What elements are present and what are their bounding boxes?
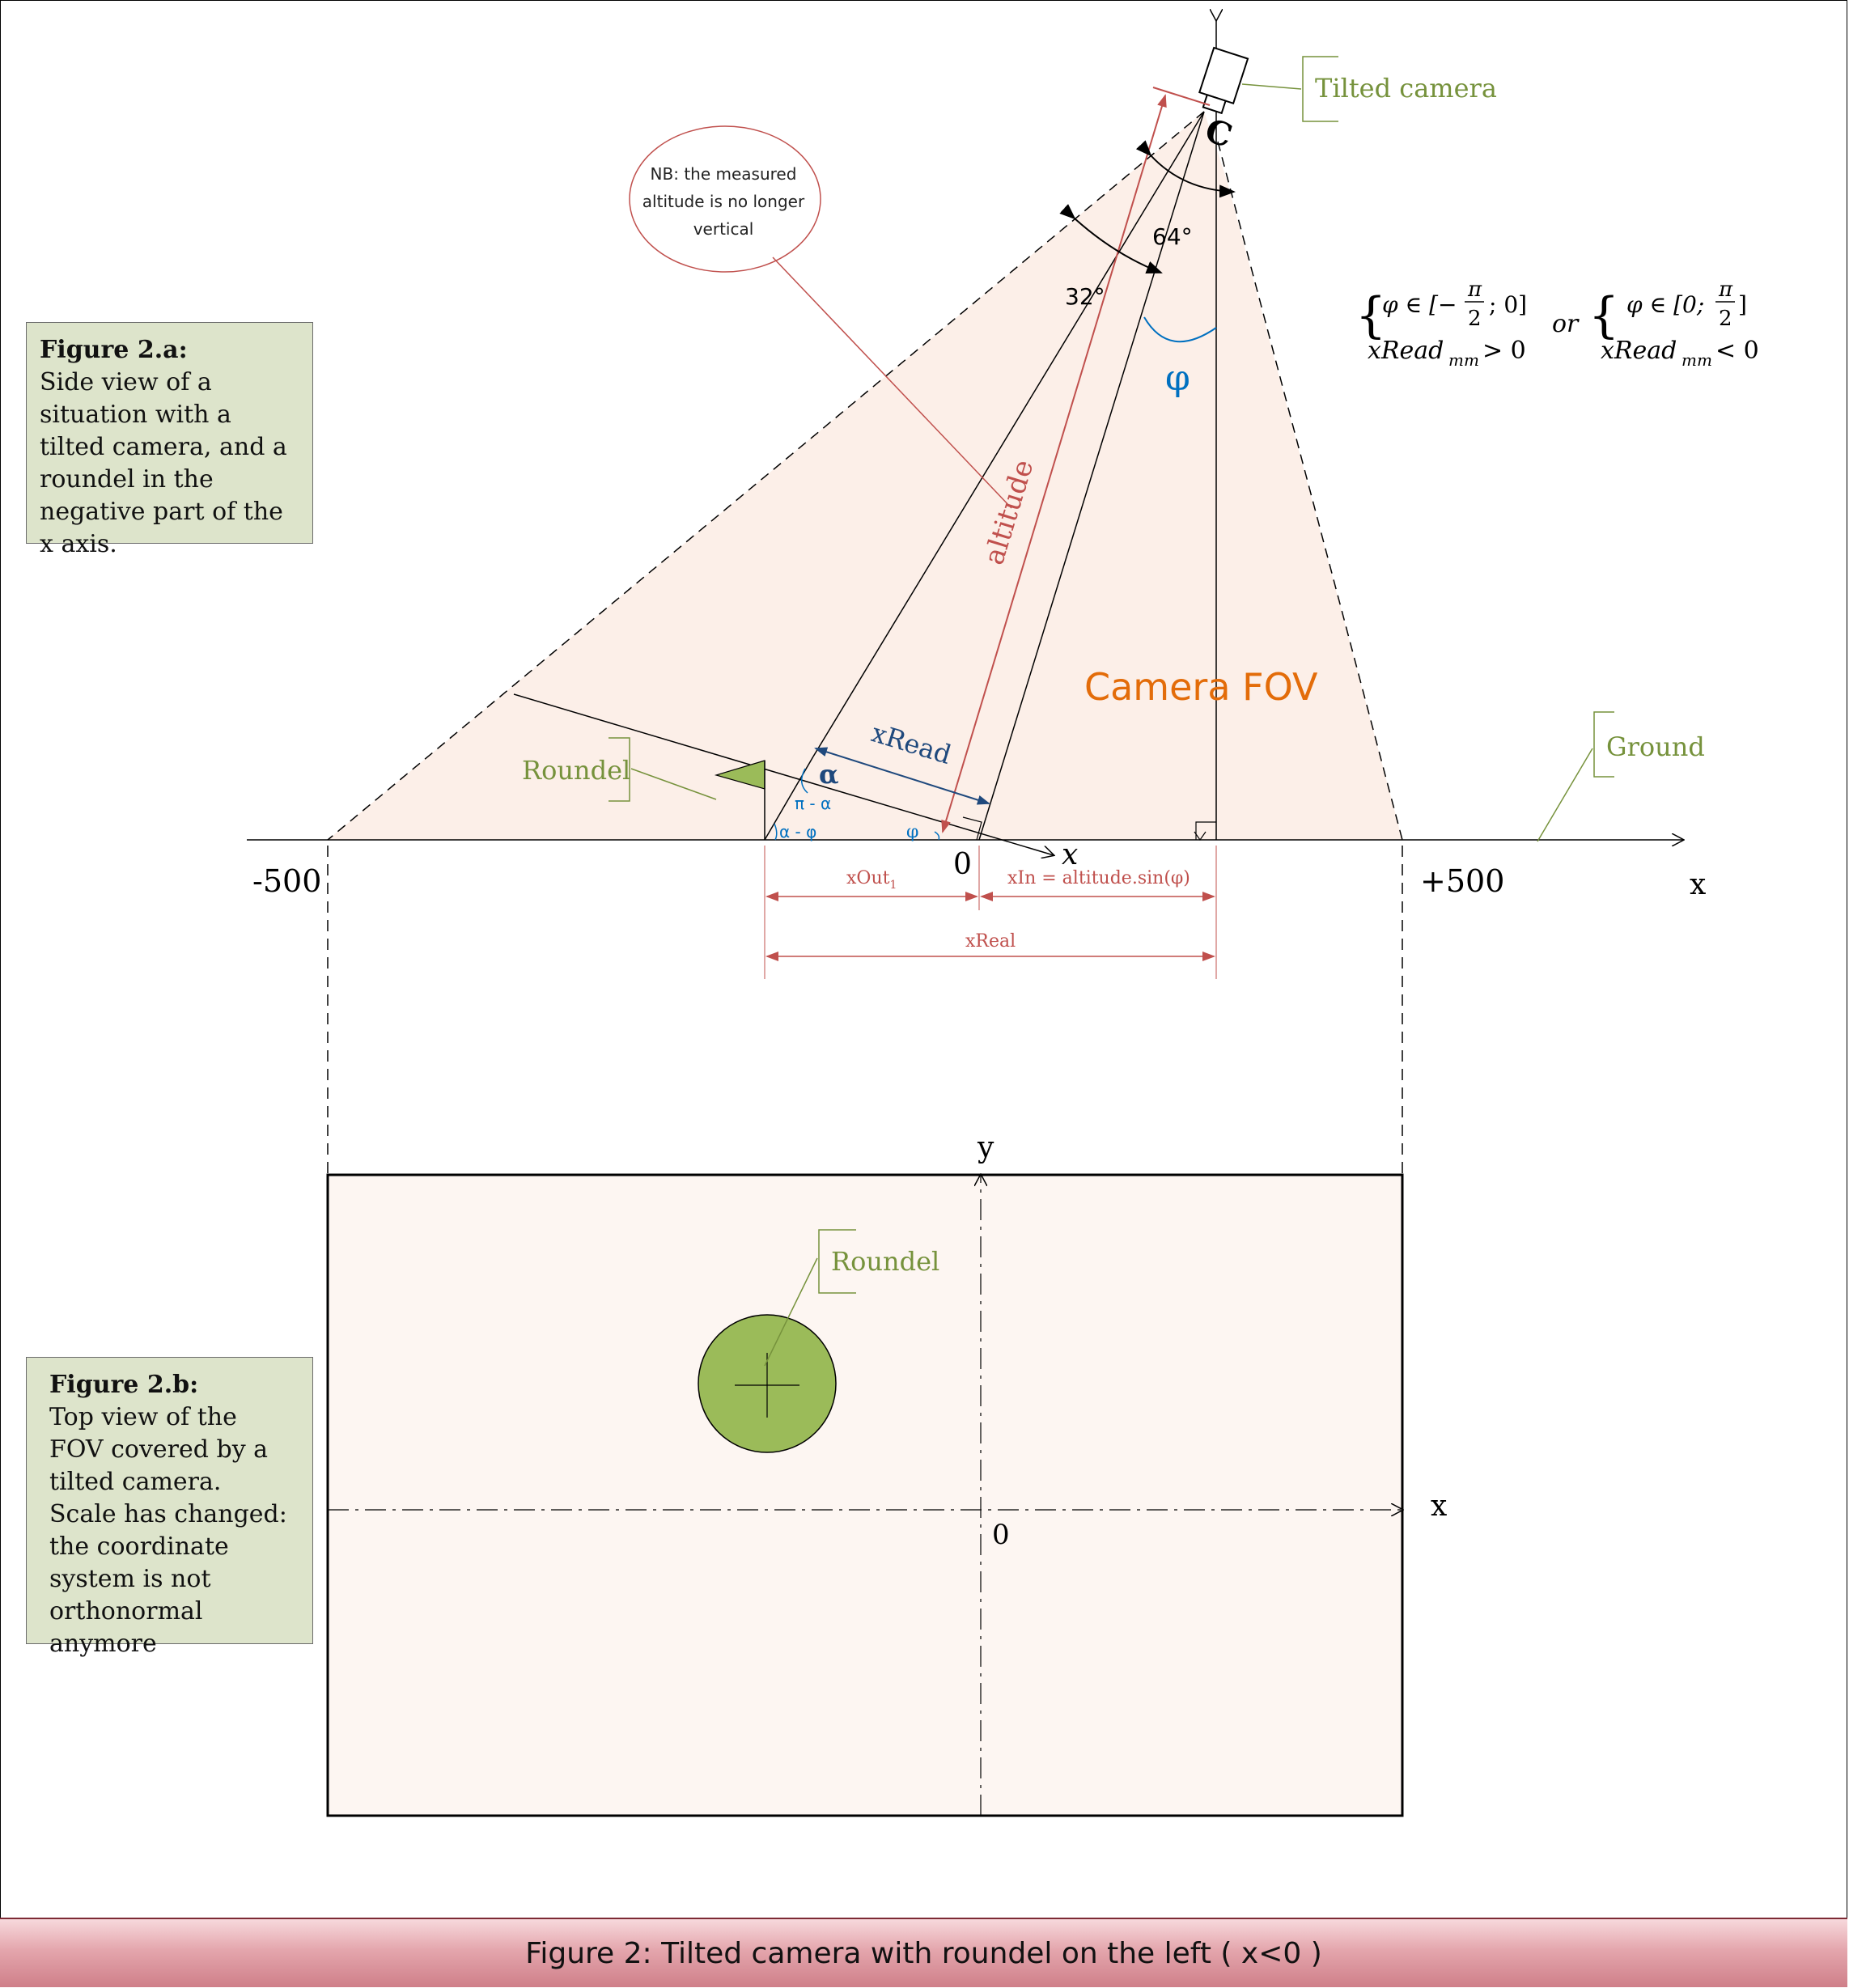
xout-label: xOut1 bbox=[846, 868, 897, 892]
svg-text:φ ∈ [−: φ ∈ [− bbox=[1382, 291, 1457, 318]
roundel-bracket bbox=[609, 737, 630, 802]
tilted-camera-label: Tilted camera bbox=[1315, 73, 1497, 104]
altitude-note: NB: the measured altitude is no longer v… bbox=[642, 164, 805, 239]
tilted-camera-bracket bbox=[1302, 56, 1338, 122]
angle-32-arc bbox=[1059, 204, 1163, 273]
svg-text:2: 2 bbox=[1468, 307, 1482, 331]
ground-label: Ground bbox=[1606, 731, 1705, 762]
alpha-minus-phi-arc bbox=[774, 823, 778, 841]
phi-small-label: φ bbox=[906, 822, 918, 842]
svg-text:2: 2 bbox=[1719, 307, 1732, 331]
svg-text:φ ∈ [0;: φ ∈ [0; bbox=[1626, 291, 1704, 318]
camera-fov-area bbox=[328, 112, 1402, 840]
svg-text:xRead: xRead bbox=[1368, 337, 1444, 365]
camera-fov-label: Camera FOV bbox=[1084, 665, 1318, 709]
angle-32-label: 32° bbox=[1065, 283, 1105, 310]
figure-2b-body: Top view of the FOV covered by a tilted … bbox=[49, 1403, 287, 1658]
roundel-top-label: Roundel bbox=[831, 1246, 939, 1277]
alpha-arc bbox=[800, 768, 808, 794]
x-axis-label: x bbox=[1690, 868, 1706, 901]
xin-label: xIn = altitude.sin(φ) bbox=[1007, 868, 1190, 888]
svg-text:]: ] bbox=[1738, 291, 1747, 318]
top-x-label: x bbox=[1431, 1490, 1447, 1523]
ground-leader bbox=[1537, 748, 1593, 842]
camera-sensor-tick bbox=[1152, 87, 1211, 106]
roundel-label: Roundel bbox=[522, 755, 630, 786]
svg-text:; 0]: ; 0] bbox=[1489, 291, 1527, 318]
camera-icon bbox=[1198, 46, 1249, 115]
phi-label: φ bbox=[1165, 358, 1190, 399]
plus-500-label: +500 bbox=[1420, 863, 1504, 899]
roundel-leader bbox=[630, 768, 717, 800]
figure-2a-caption: Figure 2.a: Side view of a situation wit… bbox=[26, 322, 313, 558]
svg-text:< 0: < 0 bbox=[1715, 337, 1759, 365]
svg-text:{: { bbox=[1588, 287, 1619, 344]
svg-text:mm: mm bbox=[1448, 350, 1479, 370]
figure-2a-title: Figure 2.a: bbox=[40, 336, 188, 364]
alpha-label: α bbox=[819, 759, 839, 790]
svg-text:xRead: xRead bbox=[1601, 337, 1677, 365]
figure-2b-caption: Figure 2.b: Top view of the FOV covered … bbox=[26, 1357, 313, 1658]
top-y-label: y bbox=[977, 1131, 994, 1164]
svg-text:mm: mm bbox=[1681, 350, 1712, 370]
roundel-ray bbox=[764, 756, 814, 841]
svg-text:{: { bbox=[1355, 287, 1386, 344]
note-leader bbox=[772, 256, 1012, 509]
tilted-camera-leader bbox=[1241, 83, 1302, 90]
svg-text:> 0: > 0 bbox=[1482, 337, 1526, 365]
note-ellipse bbox=[629, 125, 821, 273]
xreal-label: xReal bbox=[965, 931, 1016, 952]
alpha-minus-phi-label: α - φ bbox=[779, 822, 816, 841]
phi-arc bbox=[1143, 316, 1217, 343]
angle-64-arc bbox=[1135, 140, 1236, 198]
roundel-top-bracket bbox=[818, 1229, 856, 1294]
figure-2a-body: Side view of a situation with a tilted c… bbox=[40, 368, 287, 558]
fov-left-boundary bbox=[327, 111, 1205, 841]
svg-text:or: or bbox=[1552, 310, 1580, 338]
top-view-fov bbox=[326, 1173, 1404, 1817]
x-tilted-label: x bbox=[1062, 838, 1078, 871]
svg-text:π: π bbox=[1718, 278, 1733, 302]
pi-minus-alpha-label: π - α bbox=[795, 794, 831, 813]
phi-small-arc bbox=[934, 831, 940, 841]
down-arrow-mark bbox=[1194, 831, 1207, 841]
fov-right-boundary bbox=[1217, 141, 1403, 841]
minus-500-label: -500 bbox=[252, 863, 321, 899]
roundel-top-leader bbox=[764, 1257, 818, 1367]
top-zero-label: 0 bbox=[992, 1519, 1010, 1551]
zero-side-label: 0 bbox=[953, 848, 972, 881]
xread-arrow bbox=[814, 747, 990, 805]
condition-formula: { φ ∈ [− π 2 ; 0] xRead mm > 0 or { φ ∈ … bbox=[1355, 278, 1759, 370]
ground-bracket bbox=[1593, 711, 1614, 778]
angle-64-label: 64° bbox=[1152, 223, 1193, 250]
figure-caption-footer: Figure 2: Tilted camera with roundel on … bbox=[0, 1918, 1847, 1987]
figure-2b-title: Figure 2.b: bbox=[49, 1371, 199, 1399]
svg-text:π: π bbox=[1467, 278, 1482, 302]
